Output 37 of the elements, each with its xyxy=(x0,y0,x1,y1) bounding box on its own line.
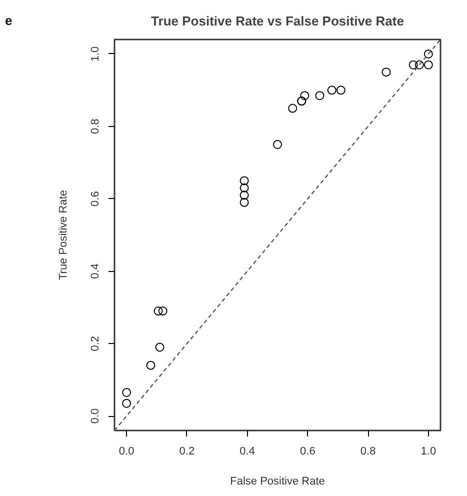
point xyxy=(288,104,298,113)
x-axis-title: False Positive Rate xyxy=(230,476,325,488)
x-tick-label: 0.0 xyxy=(118,446,134,458)
point xyxy=(154,306,163,316)
x-tick-label: 0.6 xyxy=(300,446,316,458)
y-tick-label: 0.4 xyxy=(90,264,102,279)
point xyxy=(414,60,424,70)
x-tick-label: 0.8 xyxy=(360,446,376,458)
y-tick-label: 0.6 xyxy=(90,191,102,206)
point xyxy=(240,198,249,207)
point xyxy=(315,91,324,100)
point xyxy=(240,190,249,200)
point xyxy=(240,183,249,192)
chart-title: True Positive Rate vs False Positive Rate xyxy=(151,14,404,28)
point xyxy=(300,91,310,100)
point xyxy=(424,49,433,58)
point xyxy=(424,60,433,70)
y-tick-label: 1.0 xyxy=(90,46,102,62)
point xyxy=(155,342,164,352)
x-tick-label: 0.2 xyxy=(179,446,195,458)
y-tick-label: 0.2 xyxy=(90,336,102,352)
point xyxy=(273,140,282,149)
point xyxy=(240,176,249,186)
point xyxy=(122,398,132,408)
point xyxy=(146,360,156,370)
x-tick-label: 1.0 xyxy=(420,446,436,458)
y-tick-label: 0.8 xyxy=(90,118,102,134)
point xyxy=(408,60,418,70)
y-tick-label: 0.0 xyxy=(90,408,102,424)
point xyxy=(336,86,346,95)
point xyxy=(122,388,132,397)
point xyxy=(327,86,336,95)
point xyxy=(158,306,168,316)
text: e xyxy=(5,12,12,30)
point xyxy=(382,68,391,77)
y-axis-title: True Positive Rate xyxy=(58,190,70,280)
x-tick-label: 0.4 xyxy=(240,446,255,458)
